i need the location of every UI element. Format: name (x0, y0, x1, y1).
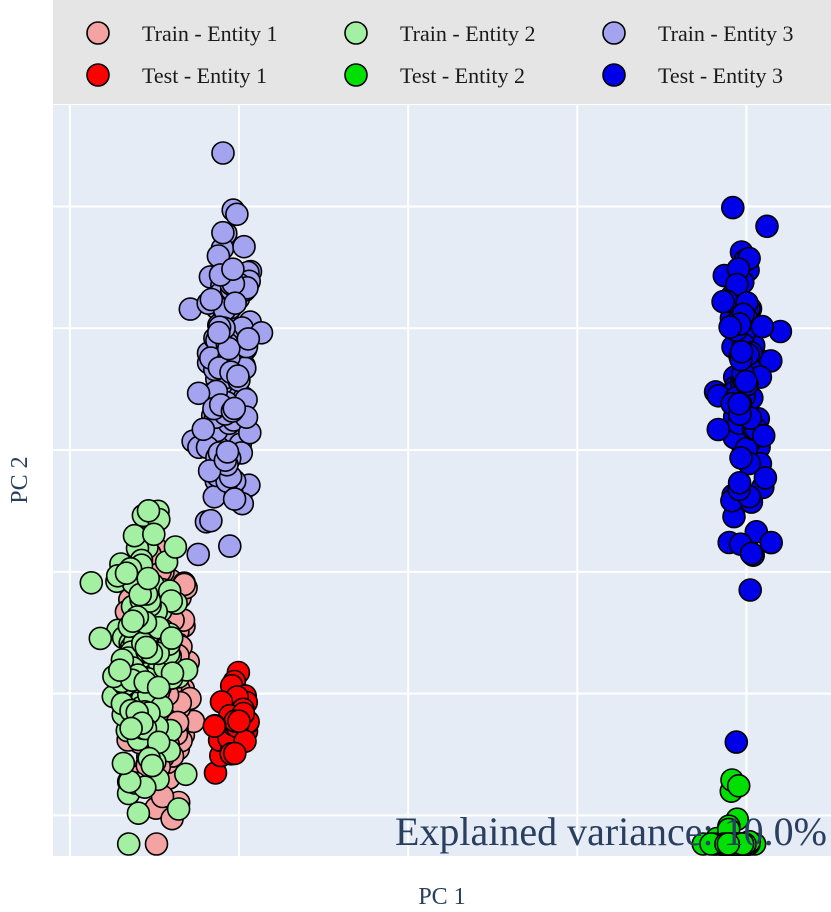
data-point (88, 626, 113, 651)
data-point (207, 320, 231, 345)
legend-marker (602, 63, 626, 87)
data-point (223, 741, 247, 766)
data-point (111, 751, 136, 776)
data-point (166, 797, 191, 821)
data-point (222, 487, 247, 511)
data-point (136, 498, 161, 523)
legend-item-train-entity-3[interactable]: Train - Entity 3 (602, 21, 793, 46)
series-test-entity-3 (703, 195, 793, 754)
data-point (223, 291, 247, 316)
data-point (163, 535, 188, 559)
legend-label: Test - Entity 1 (142, 63, 267, 88)
y-axis-label: PC 2 (7, 456, 33, 503)
legend-item-train-entity-2[interactable]: Train - Entity 2 (344, 21, 535, 46)
legend: Train - Entity 1 Test - Entity 1 Train - E… (86, 21, 793, 88)
data-point (716, 832, 741, 856)
legend-label: Test - Entity 2 (400, 63, 525, 88)
series-train-entity-2 (79, 498, 199, 856)
legend-marker (344, 63, 368, 87)
data-point (186, 542, 210, 567)
legend-item-test-entity-2[interactable]: Test - Entity 2 (344, 63, 525, 88)
data-point (108, 658, 132, 683)
data-point (140, 753, 165, 778)
legend-item-test-entity-1[interactable]: Test - Entity 1 (86, 63, 267, 88)
data-point (724, 730, 749, 754)
data-point (225, 202, 249, 227)
series-train-entity-3 (178, 141, 274, 567)
data-point (121, 609, 145, 634)
data-point (174, 762, 198, 787)
data-point (727, 391, 752, 416)
data-point (236, 327, 261, 351)
legend-item-train-entity-1[interactable]: Train - Entity 1 (86, 21, 277, 46)
data-point (159, 626, 184, 650)
data-point (199, 508, 223, 533)
legend-label: Train - Entity 3 (658, 21, 793, 46)
data-point (144, 832, 169, 856)
legend-background (53, 0, 831, 104)
data-point (114, 561, 139, 586)
data-point (119, 716, 143, 741)
data-point (720, 195, 745, 220)
data-point (116, 832, 141, 856)
data-point (726, 773, 751, 798)
data-point (750, 314, 775, 339)
data-point (227, 709, 251, 734)
legend-marker (602, 21, 626, 45)
data-point (222, 396, 247, 421)
data-points (79, 141, 793, 856)
data-point (146, 675, 171, 700)
data-point (734, 369, 758, 394)
data-point (211, 220, 235, 245)
x-axis-label: PC 1 (418, 884, 465, 910)
data-point (729, 446, 753, 470)
data-point (134, 635, 159, 660)
data-point (186, 381, 211, 406)
legend-label: Test - Entity 3 (658, 63, 783, 88)
data-point (755, 214, 779, 239)
data-point (226, 364, 250, 388)
legend-marker (86, 63, 110, 87)
data-point (711, 289, 735, 314)
data-point (142, 522, 166, 547)
data-point (160, 661, 185, 686)
data-point (221, 257, 245, 282)
legend-marker (86, 21, 110, 45)
data-point (232, 234, 256, 259)
data-point (79, 570, 104, 595)
data-point (126, 801, 151, 826)
data-point (199, 287, 224, 312)
series-test-entity-1 (202, 660, 260, 785)
variance-annotation: Explained variance: 10.0% (395, 809, 827, 854)
data-point (718, 315, 742, 339)
data-point (751, 423, 776, 448)
data-point (191, 417, 216, 442)
data-point (211, 141, 235, 165)
legend-marker (344, 21, 368, 45)
data-point (218, 534, 242, 558)
legend-label: Train - Entity 2 (400, 21, 535, 46)
data-point (706, 417, 731, 442)
data-point (729, 339, 754, 364)
data-point (136, 566, 160, 591)
legend-label: Train - Entity 1 (142, 21, 277, 46)
data-point (753, 466, 778, 490)
data-point (215, 440, 240, 464)
series-test-entity-2 (691, 768, 767, 856)
data-point (738, 578, 763, 602)
data-point (727, 470, 752, 495)
legend-item-test-entity-3[interactable]: Test - Entity 3 (602, 63, 783, 88)
data-point (739, 541, 764, 566)
data-point (759, 530, 784, 555)
data-point (202, 714, 227, 739)
